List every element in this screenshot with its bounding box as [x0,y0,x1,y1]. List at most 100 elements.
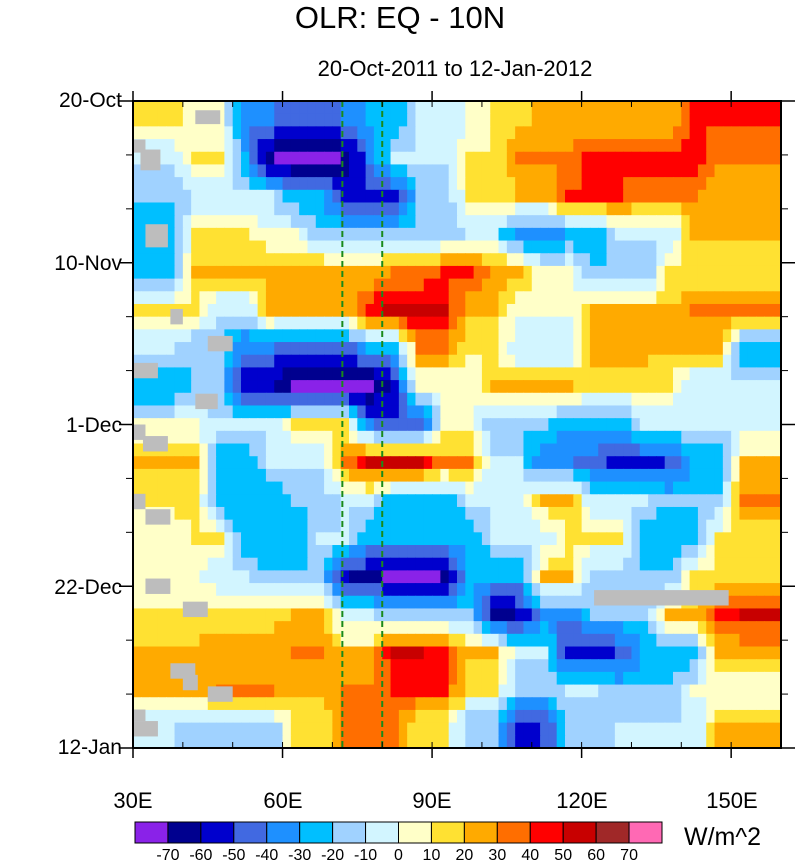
heatmap-cell [664,684,674,698]
heatmap-cell [481,659,491,673]
heatmap-cell [598,456,608,470]
heatmap-cell [448,189,458,204]
heatmap-cell [722,506,732,521]
heatmap-cell [365,595,375,610]
heatmap-cell [133,380,142,394]
heatmap-cell [689,506,699,521]
heatmap-cell [141,595,151,610]
heatmap-cell [457,405,466,419]
colorbar-swatch [430,821,465,844]
heatmap-cell [332,177,342,191]
heatmap-cell [241,570,250,584]
heatmap-cell [714,240,724,254]
heatmap-cell [523,329,533,343]
heatmap-cell [706,494,716,508]
heatmap-cell [149,468,159,483]
heatmap-cell [432,392,441,407]
heatmap-cell [365,506,375,521]
heatmap-cell [548,519,558,533]
heatmap-cell [340,722,350,736]
heatmap-cell [573,113,583,127]
heatmap-cell [772,570,782,584]
heatmap-cell [423,481,433,495]
heatmap-cell [531,456,541,470]
heatmap-cell [166,735,176,749]
heatmap-cell [166,583,176,597]
heatmap-cell [639,443,649,457]
heatmap-cell [731,583,741,597]
heatmap-cell [581,430,591,445]
heatmap-cell [141,329,151,343]
heatmap-cell [191,342,201,356]
heatmap-cell [282,139,292,153]
heatmap-cell [481,265,491,280]
heatmap-cell [648,240,657,254]
heatmap-cell [664,278,674,292]
heatmap-cell [290,253,300,267]
heatmap-cell [689,722,699,736]
heatmap-cell [157,265,167,280]
heatmap-cell [531,532,541,546]
heatmap-cell [282,253,292,267]
heatmap-cell [382,253,392,267]
heatmap-cell [265,227,275,242]
heatmap-cell [764,633,774,648]
heatmap-cell [174,329,184,343]
heatmap-cell [523,316,533,330]
heatmap-cell [473,735,483,749]
heatmap-cell [556,303,566,318]
heatmap-cell [390,392,400,407]
heatmap-cell [697,709,707,724]
heatmap-cell [249,697,259,711]
heatmap-cell [490,684,500,698]
heatmap-cell [714,278,724,292]
heatmap-cell [648,164,657,178]
heatmap-cell [340,354,350,369]
heatmap-cell [332,354,342,369]
colorbar-label: -20 [321,847,345,864]
heatmap-cell [614,443,624,457]
heatmap-cell [747,468,757,483]
heatmap-cell [648,646,657,660]
heatmap-cell [465,291,475,305]
missing-data-patch [207,335,233,352]
heatmap-cell [133,557,142,571]
heatmap-cell [623,519,633,533]
heatmap-cell [772,659,782,673]
heatmap-cell [764,481,774,495]
heatmap-cell [340,113,350,127]
heatmap-cell [548,227,558,242]
heatmap-cell [581,126,591,140]
heatmap-cell [673,646,682,660]
heatmap-cell [697,557,707,571]
heatmap-cell [290,430,300,445]
heatmap-cell [556,342,566,356]
heatmap-cell [465,722,475,736]
heatmap-cell [656,709,666,724]
heatmap-cell [473,189,483,204]
heatmap-cell [573,468,583,483]
heatmap-cell [515,633,525,648]
heatmap-cell [764,468,774,483]
heatmap-cell [282,291,292,305]
heatmap-cell [216,316,225,330]
heatmap-cell [232,329,242,343]
heatmap-cell [681,215,691,229]
heatmap-cell [349,570,358,584]
heatmap-cell [373,722,383,736]
heatmap-cell [340,189,350,204]
heatmap-cell [722,367,732,381]
heatmap-cell [182,684,192,698]
heatmap-cell [382,468,392,483]
heatmap-cell [324,126,333,140]
heatmap-cell [673,253,682,267]
heatmap-cell [506,253,516,267]
heatmap-cell [307,709,317,724]
heatmap-cell [515,659,525,673]
heatmap-cell [257,405,267,419]
heatmap-cell [706,380,716,394]
heatmap-cell [249,113,259,127]
heatmap-cell [340,430,350,445]
heatmap-cell [457,253,466,267]
heatmap-cell [498,227,508,242]
